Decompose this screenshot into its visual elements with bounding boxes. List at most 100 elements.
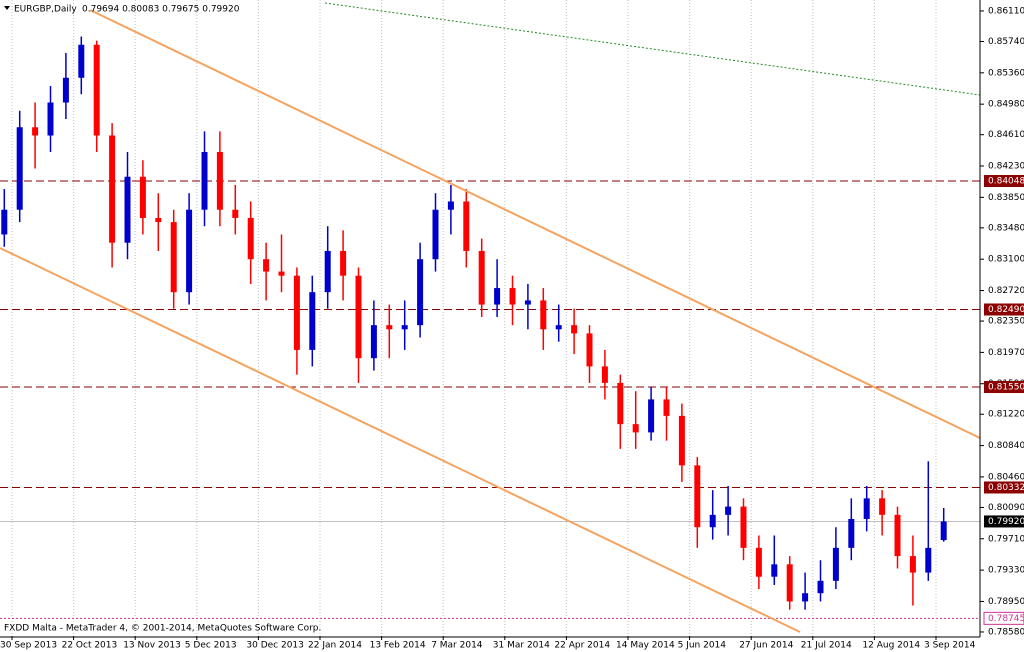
x-tick-label: 22 Jan 2014 — [308, 641, 362, 651]
x-tick-label: 22 Oct 2013 — [62, 641, 118, 651]
channel-lower — [0, 247, 801, 633]
candle-body — [909, 556, 916, 573]
level-line-box — [984, 481, 1024, 494]
candle-body — [78, 44, 85, 78]
y-tick-label: 0.84980 — [988, 100, 1024, 110]
y-tick-label: 0.78950 — [988, 597, 1024, 607]
candle-body — [124, 176, 131, 243]
candle-body — [370, 325, 377, 359]
x-tick-label: 14 May 2014 — [616, 641, 675, 651]
level-line-label: 0.81550 — [988, 383, 1024, 393]
symbol-title: EURGBP,Daily — [14, 5, 77, 15]
candle-body — [509, 288, 516, 305]
candle-body — [755, 547, 762, 577]
y-tick-label: 0.85740 — [988, 37, 1024, 47]
level-line-box — [984, 381, 1024, 394]
candle-body — [632, 424, 639, 433]
level-line-box — [984, 175, 1024, 188]
y-tick-label: 0.81220 — [988, 410, 1024, 420]
y-tick-label: 0.79710 — [988, 534, 1024, 544]
level-line-label: 0.84048 — [988, 177, 1024, 187]
candle-body — [571, 325, 578, 334]
candle-body — [139, 176, 146, 218]
bid-line-label: 0.79920 — [988, 517, 1024, 527]
footer: FXDD Malta - MetaTrader 4, © 2001-2014, … — [4, 624, 321, 634]
candle-body — [832, 547, 839, 581]
candle-body — [940, 521, 947, 541]
candle-body — [324, 250, 331, 293]
candle-body — [925, 547, 932, 573]
candle-body — [648, 399, 655, 433]
x-tick-label: 22 Apr 2014 — [554, 641, 610, 651]
y-tick-label: 0.82720 — [988, 286, 1024, 296]
candle-body — [201, 151, 208, 210]
grid — [11, 0, 937, 636]
candle-body — [1, 209, 8, 235]
candle-body — [309, 292, 316, 350]
candle-body — [355, 275, 362, 359]
candle-body — [401, 325, 408, 330]
level-line-label: 0.82490 — [988, 305, 1024, 315]
channel-upper — [89, 9, 981, 439]
bid-line-box — [984, 515, 1024, 528]
candle-body — [340, 250, 347, 276]
x-tick-label: 13 Feb 2014 — [370, 641, 426, 651]
axis-labels: 0.86110 0.85740 0.85360 0.84980 0.84610 0.842… — [0, 6, 1024, 651]
candle-body — [417, 259, 424, 326]
candle-body — [386, 325, 393, 330]
candle-body — [524, 300, 531, 305]
candle-body — [93, 44, 100, 136]
quote: 0.79694 0.80083 0.79675 0.79920 — [82, 5, 240, 15]
ask-line-box — [983, 611, 1024, 625]
x-tick-label: 7 Mar 2014 — [431, 641, 483, 651]
y-tick-label: 0.83480 — [988, 223, 1024, 233]
candle-body — [16, 127, 23, 210]
candle-body — [894, 514, 901, 557]
x-tick-label: 21 Jul 2014 — [801, 641, 852, 651]
x-tick-label: 31 Mar 2014 — [493, 641, 550, 651]
y-tick-label: 0.80090 — [988, 503, 1024, 513]
candle-body — [817, 580, 824, 594]
levels — [0, 180, 980, 619]
candle-body — [725, 506, 732, 515]
y-tick-label: 0.83100 — [988, 255, 1024, 265]
x-tick-label: 3 Sep 2014 — [924, 641, 976, 651]
candle-body — [555, 325, 562, 330]
x-tick-label: 5 Dec 2013 — [185, 641, 237, 651]
menu-arrow[interactable] — [4, 6, 10, 10]
y-tick-label: 0.82350 — [988, 317, 1024, 327]
x-tick-label: 13 Nov 2013 — [123, 641, 181, 651]
candle-body — [802, 593, 809, 602]
candle-body — [863, 498, 870, 519]
candle-body — [786, 564, 793, 602]
candle-body — [601, 366, 608, 383]
candle-body — [232, 209, 239, 218]
candle-body — [293, 275, 300, 350]
candle-body — [263, 259, 270, 272]
candle-body — [447, 201, 454, 210]
y-tick-label: 0.78580 — [988, 627, 1024, 637]
x-tick-label: 5 Jun 2014 — [678, 641, 727, 651]
candle-body — [432, 209, 439, 260]
candle-body — [247, 217, 254, 260]
y-tick-label: 0.79330 — [988, 566, 1024, 576]
candle-body — [109, 135, 116, 243]
candle-body — [463, 201, 470, 251]
y-tick-label: 0.80460 — [988, 472, 1024, 482]
candle-body — [186, 209, 193, 293]
candle-body — [740, 506, 747, 548]
level-line-box — [984, 303, 1024, 316]
candle-body — [586, 333, 593, 367]
x-tick-label: 27 Jun 2014 — [739, 641, 793, 651]
x-tick-label: 30 Sep 2013 — [0, 641, 57, 651]
candle-body — [678, 415, 685, 466]
candle-body — [709, 514, 716, 528]
candle-body — [848, 518, 855, 548]
y-tick-label: 0.84230 — [988, 162, 1024, 172]
candle-body — [170, 222, 177, 293]
x-tick-label: 30 Dec 2013 — [246, 641, 304, 651]
candle-body — [540, 300, 547, 330]
ask-line-label: 0.78745 — [988, 614, 1024, 624]
